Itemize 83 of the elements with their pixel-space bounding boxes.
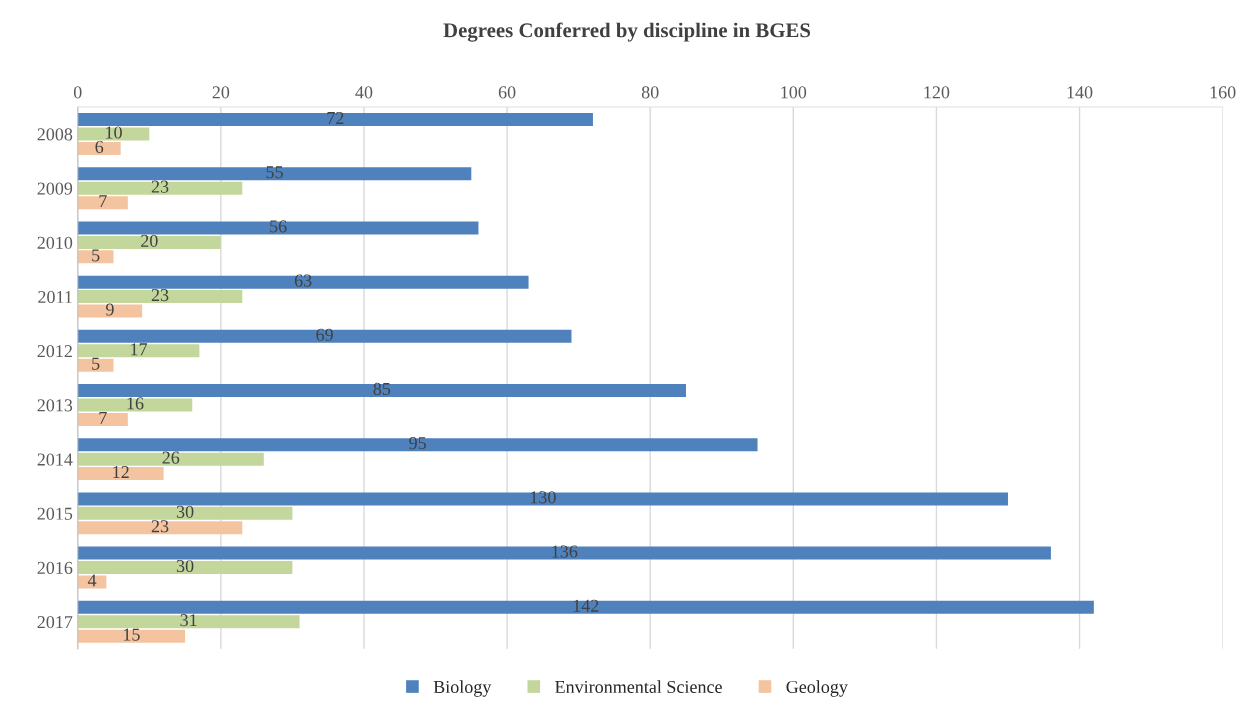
data-label: 63 [294, 274, 312, 287]
bar [77, 290, 243, 304]
data-label: 23 [151, 520, 169, 533]
bar [77, 521, 243, 535]
bar [77, 167, 472, 181]
bar [77, 221, 479, 235]
data-label: 56 [270, 220, 287, 233]
bar [77, 181, 243, 195]
data-label: 30 [176, 505, 194, 518]
bar [77, 196, 128, 210]
data-label: 30 [176, 559, 194, 573]
legend-label: Environmental Science [555, 680, 722, 694]
data-label: 23 [151, 288, 169, 302]
y-tick-label: 2010 [37, 236, 73, 249]
x-tick-label: 60 [498, 86, 516, 99]
bar [77, 452, 264, 466]
data-label: 72 [327, 111, 344, 124]
data-label: 55 [266, 166, 283, 179]
bar [77, 250, 114, 264]
y-tick-label: 2011 [38, 290, 72, 304]
data-label: 20 [141, 234, 158, 247]
x-tick-label: 100 [781, 86, 807, 99]
bar [77, 629, 186, 643]
y-tick-label: 2014 [37, 453, 73, 466]
x-tick-label: 140 [1067, 86, 1093, 99]
data-label: 7 [99, 195, 107, 208]
legend-label: Geology [786, 680, 848, 697]
bar [77, 438, 758, 452]
bar [77, 235, 221, 249]
bar [77, 412, 128, 426]
bar [77, 492, 1008, 506]
bar [77, 358, 114, 372]
data-label: 6 [95, 140, 104, 154]
bar [77, 384, 686, 398]
bar [77, 561, 293, 575]
data-label: 9 [106, 303, 114, 316]
bar [77, 275, 529, 289]
bar [77, 127, 150, 141]
data-label: 95 [409, 437, 426, 450]
x-tick-label: 0 [73, 86, 82, 99]
y-tick-label: 2009 [37, 182, 73, 195]
bar [77, 467, 164, 481]
chart-title: Degrees Conferred by discipline in BGES [443, 22, 811, 42]
data-label: 31 [180, 614, 197, 627]
data-label: 142 [573, 599, 599, 612]
data-label: 5 [92, 357, 100, 370]
data-label: 12 [113, 466, 129, 478]
data-label: 15 [123, 628, 140, 641]
data-label: 16 [127, 397, 144, 410]
x-tick-label: 40 [355, 86, 373, 99]
bar [77, 506, 293, 520]
bar [77, 329, 572, 343]
x-tick-label: 120 [924, 86, 950, 99]
data-label: 85 [373, 382, 391, 396]
bar [77, 546, 1051, 560]
legend-label: Biology [433, 680, 492, 697]
bar [77, 615, 300, 629]
bar [77, 600, 1094, 614]
data-label: 10 [106, 126, 122, 139]
data-label: 69 [316, 328, 333, 341]
x-tick-label: 160 [1210, 86, 1236, 99]
bar [77, 304, 143, 318]
y-tick-label: 2008 [37, 128, 73, 141]
data-label: 26 [162, 451, 180, 464]
data-label: 7 [99, 411, 107, 424]
x-tick-label: 20 [212, 86, 230, 99]
y-tick-label: 2016 [37, 561, 73, 574]
bar [77, 113, 593, 127]
data-label: 4 [87, 574, 97, 587]
data-label: 136 [552, 545, 578, 558]
y-tick-label: 2013 [37, 399, 73, 412]
bar [77, 575, 107, 589]
data-label: 23 [151, 180, 169, 193]
bar [77, 344, 200, 358]
y-tick-label: 2012 [37, 345, 72, 358]
y-tick-label: 2017 [37, 615, 73, 629]
data-label: 130 [530, 491, 556, 504]
y-tick-label: 2015 [37, 507, 73, 520]
bar [77, 141, 121, 155]
data-label: 5 [92, 249, 100, 262]
data-label: 17 [131, 343, 148, 356]
x-tick-label: 80 [641, 86, 659, 99]
bar [77, 398, 193, 412]
